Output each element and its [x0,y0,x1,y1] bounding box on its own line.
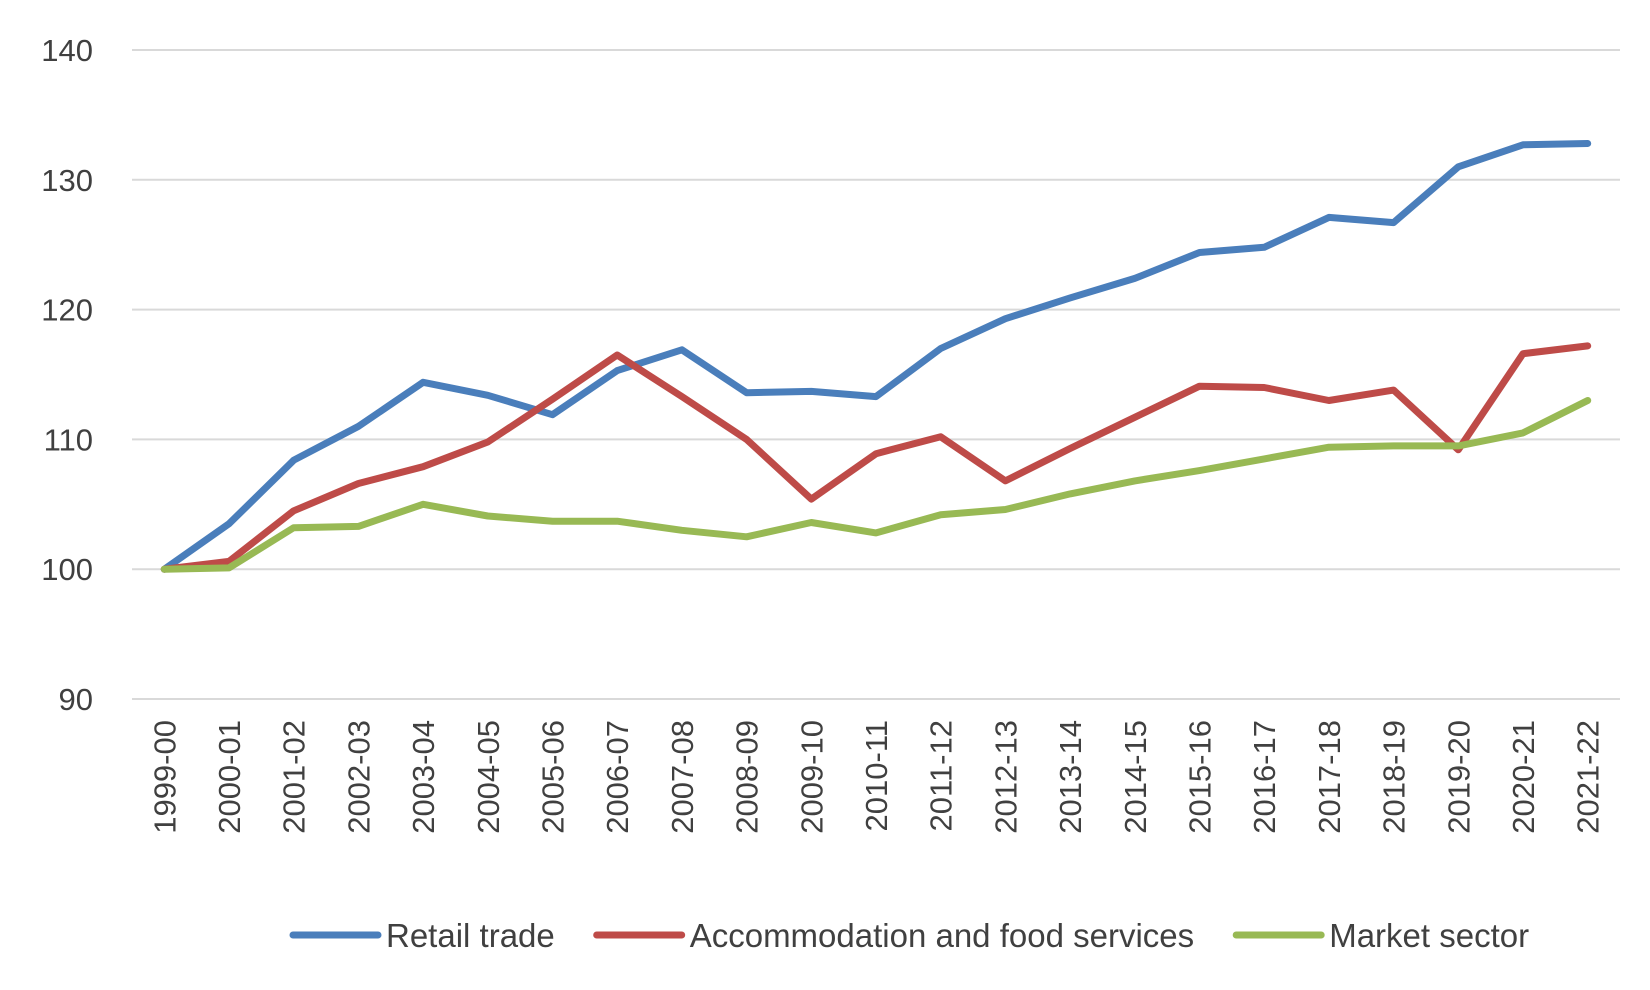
x-tick-label: 2002-03 [341,720,376,834]
y-tick-label: 140 [41,33,93,68]
x-axis-tick-labels: 1999-00 2000-01 2001-02 2002-03 2003-04 2004-… [147,720,1605,834]
legend-item: Retail trade [289,917,555,954]
x-tick-label: 2010-11 [859,720,894,831]
gridlines [132,49,1620,700]
x-tick-label: 2019-20 [1441,720,1476,834]
series-line-accommodation-and-food-services [160,342,1592,573]
x-tick-label: 2007-08 [665,720,700,834]
y-tick-label: 100 [41,552,93,587]
x-tick-label: 2018-19 [1377,720,1412,834]
x-tick-label: 2012-13 [988,720,1023,834]
legend-label: Retail trade [386,917,555,954]
x-tick-label: 2008-09 [730,720,765,834]
x-tick-label: 2017-18 [1312,720,1347,834]
legend: Retail trade Accommodation and food servi… [289,917,1529,954]
y-tick-label: 120 [41,293,93,328]
x-tick-label: 2011-12 [924,720,959,831]
series-line-market-sector [160,397,1592,573]
x-tick-label: 2020-21 [1506,720,1541,834]
series-line-retail-trade [160,140,1592,573]
x-tick-label: 2006-07 [600,720,635,834]
x-tick-label: 2015-16 [1182,720,1217,834]
y-axis-tick-labels: 90 100 110 120 130 140 [41,33,93,717]
legend-label: Accommodation and food services [690,917,1194,954]
x-tick-label: 2005-06 [536,720,571,834]
x-tick-label: 2001-02 [277,720,312,834]
y-tick-label: 90 [59,682,93,717]
legend-item: Market sector [1232,917,1529,954]
x-tick-label: 2009-10 [794,720,829,834]
x-tick-label: 2003-04 [406,720,441,834]
x-tick-label: 1999-00 [147,720,182,834]
x-tick-label: 2004-05 [471,720,506,834]
x-tick-label: 2016-17 [1247,720,1282,834]
x-tick-label: 2013-14 [1053,720,1088,834]
x-tick-label: 2000-01 [212,720,247,834]
legend-label: Market sector [1329,917,1529,954]
series-lines [160,140,1592,573]
legend-item: Accommodation and food services [593,917,1194,954]
y-tick-label: 110 [44,422,93,457]
y-tick-label: 130 [41,163,93,198]
x-tick-label: 2014-15 [1118,720,1153,834]
x-tick-label: 2021-22 [1571,720,1606,834]
